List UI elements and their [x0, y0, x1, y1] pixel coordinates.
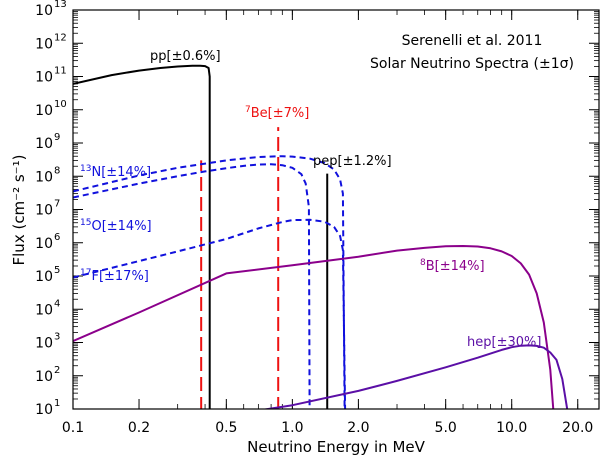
x-tick-label: 10.0 — [496, 420, 527, 436]
y-tick-exponent: 13 — [54, 0, 67, 10]
y-tick-exponent: 1 — [54, 398, 60, 409]
label-f17: 17F[±17%] — [80, 268, 149, 284]
y-tick-label: 10 — [35, 3, 53, 19]
y-tick-label: 10 — [35, 369, 53, 385]
y-tick-exponent: 3 — [54, 332, 60, 343]
series-13N — [73, 163, 311, 409]
y-tick-exponent: 12 — [54, 32, 67, 43]
y-tick-label: 10 — [35, 36, 53, 52]
y-tick-label: 10 — [35, 302, 53, 318]
label-o15: 15O[±14%] — [80, 218, 152, 234]
chart-title-line-2: Solar Neutrino Spectra (±1σ) — [370, 56, 574, 72]
x-tick-label: 2.0 — [347, 420, 369, 436]
series-17F — [73, 218, 347, 409]
plot-frame — [72, 9, 600, 410]
chart-title-line-1: Serenelli et al. 2011 — [402, 33, 543, 49]
x-tick-label: 20.0 — [562, 420, 593, 436]
x-axis-label: Neutrino Energy in MeV — [247, 438, 426, 456]
y-tick-exponent: 10 — [54, 99, 67, 110]
y-tick-exponent: 6 — [54, 232, 60, 243]
x-tick-label: 0.5 — [215, 420, 237, 436]
y-tick-exponent: 8 — [54, 165, 60, 176]
series-15O — [73, 155, 346, 409]
y-tick-label: 10 — [35, 70, 53, 86]
y-tick-label: 10 — [35, 136, 53, 152]
label-hep: hep[±30%] — [467, 335, 541, 350]
y-tick-exponent: 11 — [54, 66, 67, 77]
series-hep — [261, 344, 569, 409]
x-tick-label: 0.2 — [128, 420, 150, 436]
y-tick-exponent: 2 — [54, 365, 60, 376]
x-tick-label: 1.0 — [281, 420, 303, 436]
label-pp: pp[±0.6%] — [150, 49, 221, 64]
y-tick-label: 10 — [35, 169, 53, 185]
y-tick-label: 10 — [35, 269, 53, 285]
label-n13: 13N[±14%] — [80, 164, 151, 180]
y-tick-exponent: 4 — [54, 298, 60, 309]
y-tick-label: 10 — [35, 103, 53, 119]
y-tick-label: 10 — [35, 336, 53, 352]
label-b8: 8B[±14%] — [420, 258, 485, 274]
y-tick-exponent: 5 — [54, 265, 60, 276]
y-axis-label: Flux (cm⁻² s⁻¹) — [10, 155, 28, 266]
series-pp — [73, 64, 211, 409]
y-tick-label: 10 — [35, 203, 53, 219]
label-pep: pep[±1.2%] — [313, 154, 392, 169]
x-tick-label: 5.0 — [435, 420, 457, 436]
series-8B — [73, 245, 555, 409]
y-tick-exponent: 7 — [54, 199, 60, 210]
y-tick-label: 10 — [35, 402, 53, 418]
y-tick-label: 10 — [35, 236, 53, 252]
y-tick-exponent: 9 — [54, 132, 60, 143]
label-be7: 7Be[±7%] — [245, 105, 309, 121]
x-tick-label: 0.1 — [62, 420, 84, 436]
